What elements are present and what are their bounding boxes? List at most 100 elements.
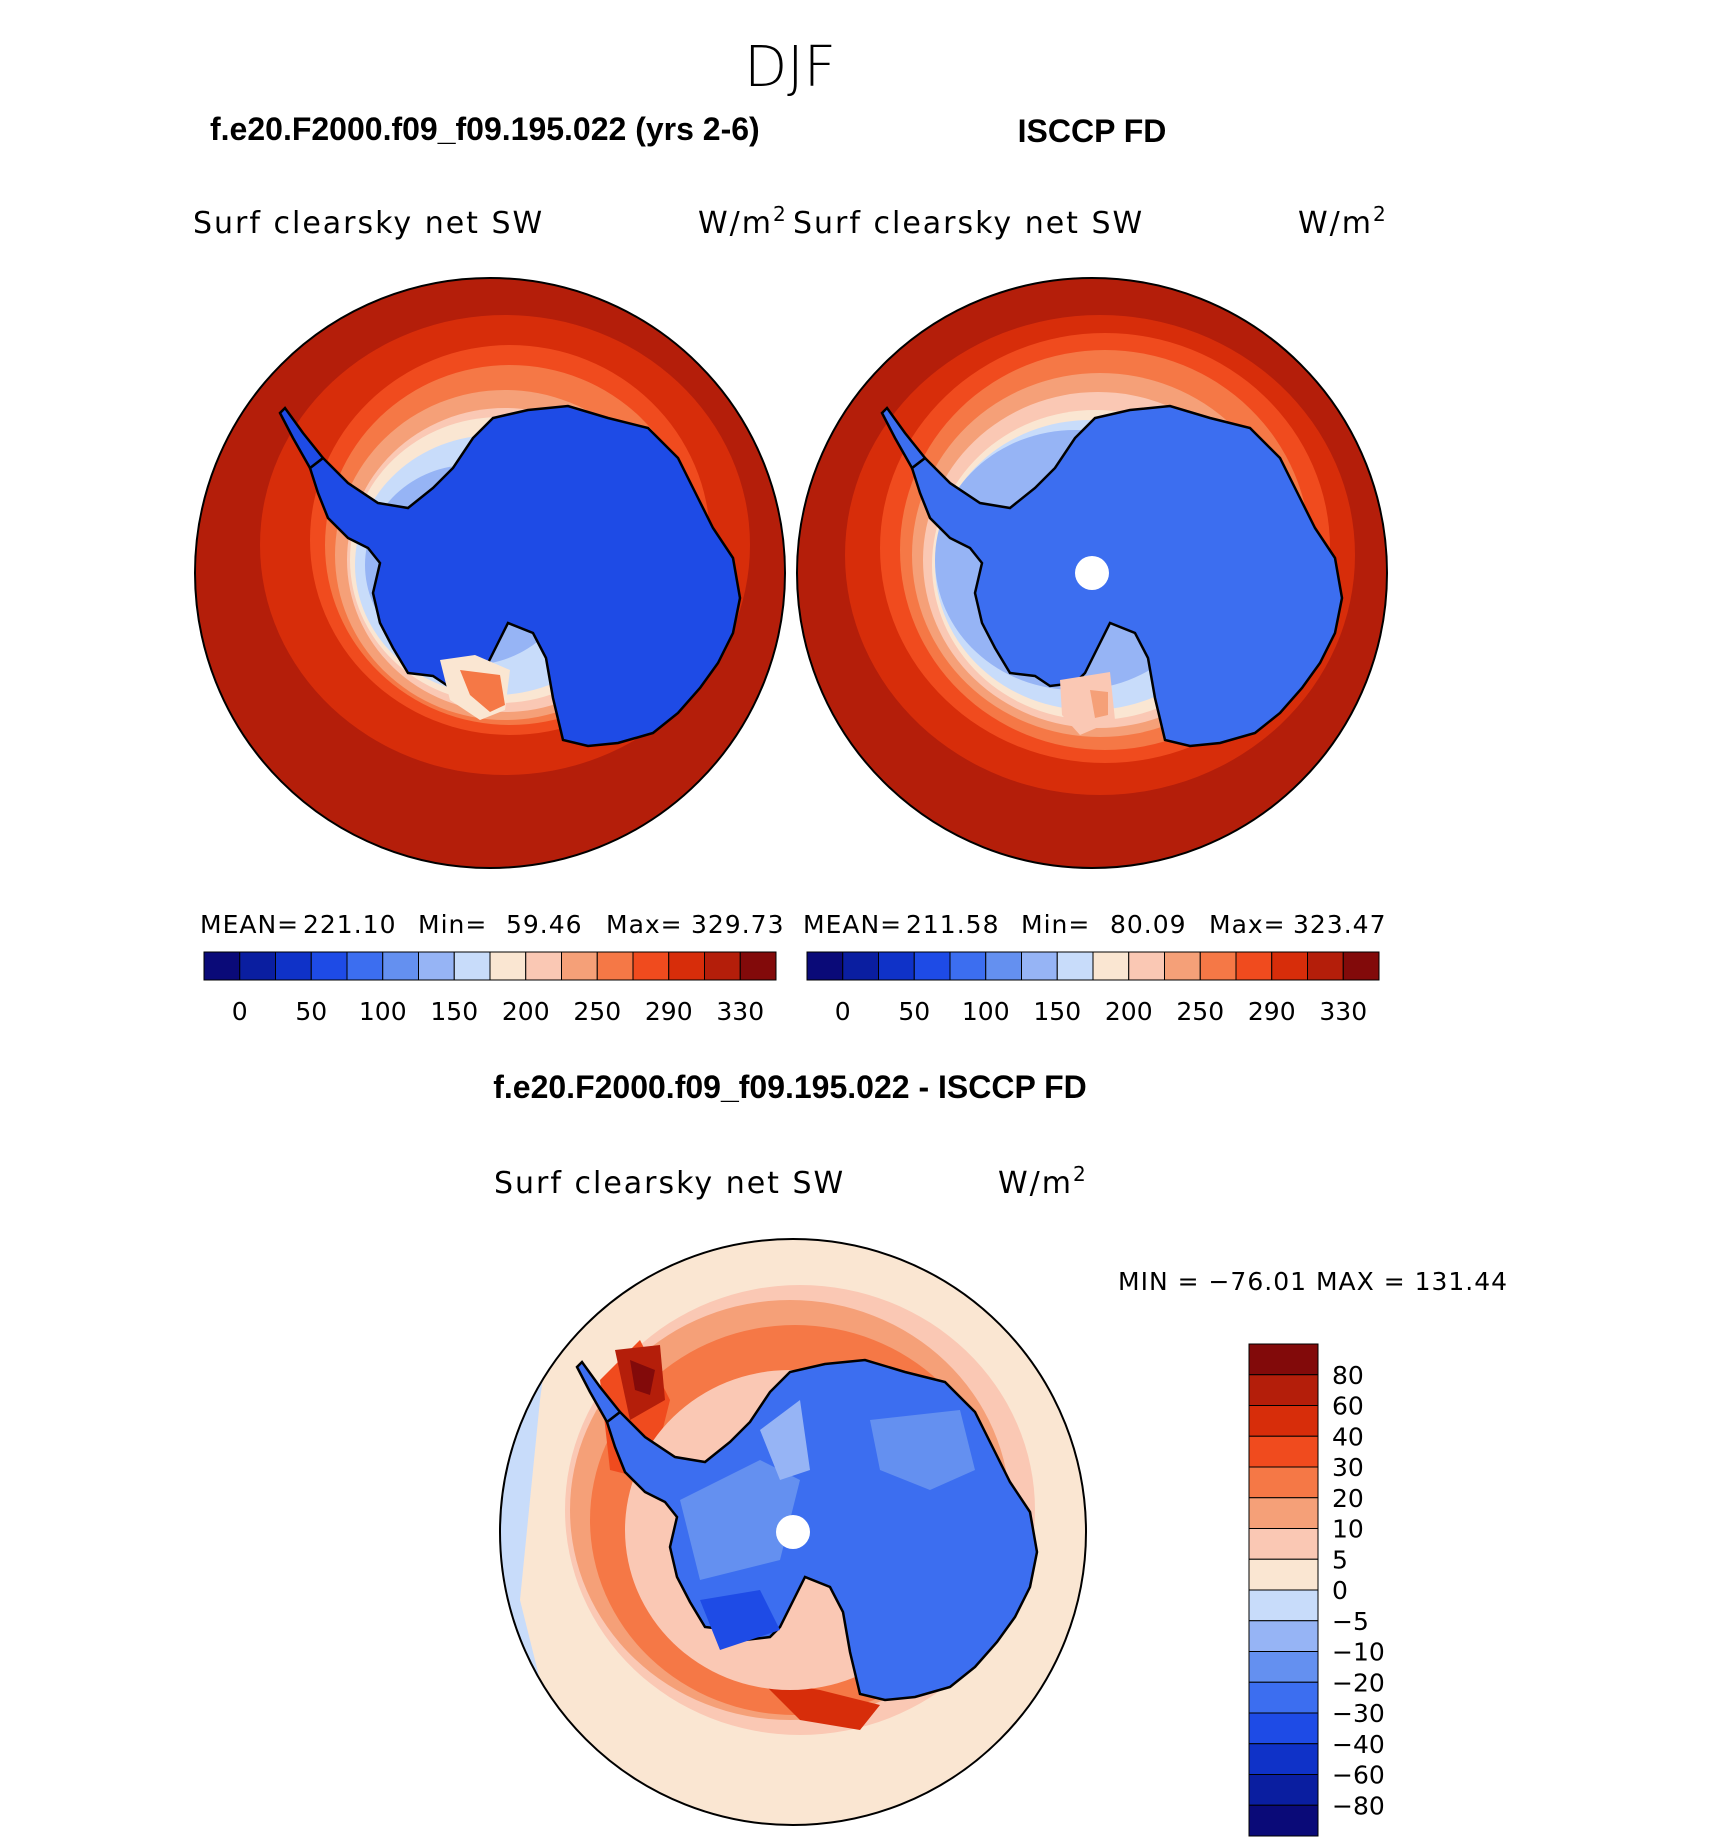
colorbar-swatch [739,951,777,981]
colorbar-swatch [1248,1466,1319,1499]
colorbar-swatch [1248,1374,1319,1406]
colorbar-tick-label: 200 [502,997,550,1026]
colorbar-tick-label: −30 [1332,1699,1385,1728]
colorbar-tick-label: 50 [898,997,930,1026]
colorbar-swatch [1307,951,1344,981]
colorbar-swatch [632,951,670,981]
colorbar-tick-label: 80 [1332,1361,1364,1390]
colorbar-tick-label: −20 [1332,1668,1385,1697]
colorbar-swatch [1164,951,1201,981]
colorbar-swatch [949,951,987,981]
colorbar-tick-label: 5 [1332,1545,1348,1574]
colorbar-tick-label: 290 [1248,997,1296,1026]
diff-polar-map [500,1239,1086,1825]
left-colorbar: 0 50 100 150 200 250 290 330 [203,951,777,1026]
colorbar-swatch [1056,951,1094,981]
colorbar-swatch [704,951,741,981]
colorbar-swatch [1248,1528,1319,1560]
colorbar-swatch [1092,951,1130,981]
colorbar-swatch [913,951,951,981]
svg-text:Min=: Min= [1021,910,1090,939]
diff-variable-label: Surf clearsky net SW [494,1166,845,1201]
colorbar-swatch [382,951,419,981]
colorbar-swatch [1248,1405,1319,1437]
colorbar-swatch [489,951,527,981]
colorbar-swatch [1248,1681,1319,1714]
colorbar-tick-label: 0 [1332,1576,1348,1605]
colorbar-swatch [1342,951,1380,981]
right-stats: MEAN= 211.58 Min= 80.09 Max= 323.47 [803,910,1386,939]
colorbar-tick-label: 290 [645,997,693,1026]
colorbar-tick-label: −60 [1332,1761,1385,1790]
colorbar-tick-label: 250 [1176,997,1224,1026]
colorbar-swatch [561,951,598,981]
colorbar-swatch [418,951,455,981]
colorbar-tick-label: 50 [295,997,327,1026]
svg-text:211.58: 211.58 [906,910,999,939]
left-units-label: W/m2 [698,202,788,241]
colorbar-swatch [1248,1589,1319,1622]
colorbar-swatch [806,951,844,981]
colorbar-tick-label: 100 [359,997,407,1026]
figure-title: DJF [744,35,836,100]
colorbar-swatch [239,951,276,981]
colorbar-swatch [878,951,915,981]
colorbar-swatch [1248,1804,1319,1837]
colorbar-swatch [1248,1651,1319,1683]
colorbar-swatch [203,951,241,981]
colorbar-tick-label: 0 [232,997,248,1026]
colorbar-tick-label: −10 [1332,1638,1385,1667]
colorbar-swatch [1199,951,1237,981]
colorbar-swatch [1248,1435,1319,1468]
colorbar-swatch [525,951,562,981]
right-variable-label: Surf clearsky net SW [793,206,1144,241]
left-polar-map [195,278,785,868]
colorbar-tick-label: 30 [1332,1453,1364,1482]
colorbar-swatch [1248,1712,1319,1745]
colorbar-swatch [1248,1497,1319,1529]
colorbar-swatch [1021,951,1058,981]
colorbar-tick-label: −40 [1332,1730,1385,1759]
colorbar-tick-label: 250 [573,997,621,1026]
colorbar-tick-label: −80 [1332,1791,1385,1820]
colorbar-tick-label: 150 [1033,997,1081,1026]
left-map-border [194,277,786,869]
colorbar-swatch [1271,951,1308,981]
diff-units-label: W/m2 [998,1162,1088,1201]
diff-map-border [499,1238,1087,1826]
colorbar-swatch [1248,1774,1319,1806]
right-colorbar: 0 50 100 150 200 250 290 330 [806,951,1380,1026]
colorbar-swatch [275,951,312,981]
diff-minmax: MIN = −76.01 MAX = 131.44 [1118,1267,1508,1296]
colorbar-swatch [1248,1558,1319,1591]
svg-text:59.46: 59.46 [506,910,583,939]
right-map-border [796,277,1388,869]
colorbar-tick-label: 0 [835,997,851,1026]
right-polar-map [797,278,1387,868]
colorbar-swatch [842,951,879,981]
colorbar-tick-label: 60 [1332,1392,1364,1421]
left-variable-label: Surf clearsky net SW [193,206,544,241]
colorbar-tick-label: 150 [430,997,478,1026]
diff-title: f.e20.F2000.f09_f09.195.022 - ISCCP FD [493,1069,1087,1105]
colorbar-tick-label: 20 [1332,1484,1364,1513]
colorbar-swatch [1248,1343,1319,1376]
left-stats: MEAN= 221.10 Min= 59.46 Max= 329.73 [200,910,784,939]
colorbar-tick-label: 40 [1332,1422,1364,1451]
colorbar-swatch [453,951,491,981]
svg-text:Min=: Min= [418,910,487,939]
svg-text:MEAN=: MEAN= [200,910,299,939]
colorbar-swatch [1235,951,1273,981]
colorbar-tick-label: 200 [1105,997,1153,1026]
svg-text:329.73: 329.73 [691,910,784,939]
colorbar-swatch [668,951,705,981]
svg-text:Max=: Max= [606,910,683,939]
colorbar-swatch [1248,1620,1319,1652]
colorbar-tick-label: −5 [1332,1607,1369,1636]
svg-text:MEAN=: MEAN= [803,910,902,939]
colorbar-tick-label: 330 [716,997,764,1026]
svg-text:323.47: 323.47 [1293,910,1386,939]
colorbar-swatch [1128,951,1165,981]
